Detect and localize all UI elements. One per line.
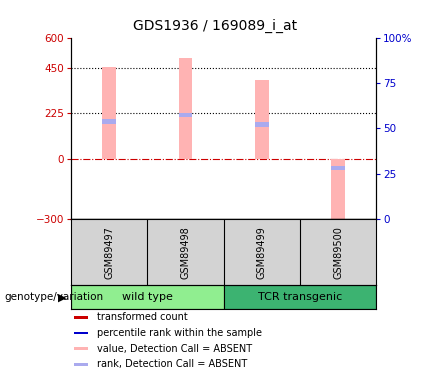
Text: rank, Detection Call = ABSENT: rank, Detection Call = ABSENT bbox=[97, 360, 247, 369]
Bar bbox=[331, 166, 345, 170]
Text: transformed count: transformed count bbox=[97, 312, 187, 322]
Bar bbox=[74, 347, 88, 350]
Bar bbox=[102, 67, 116, 159]
Text: wild type: wild type bbox=[122, 292, 173, 302]
Bar bbox=[255, 122, 269, 127]
Bar bbox=[178, 112, 192, 117]
Bar bbox=[255, 80, 269, 159]
Text: TCR transgenic: TCR transgenic bbox=[258, 292, 342, 302]
Bar bbox=[74, 316, 88, 319]
Text: value, Detection Call = ABSENT: value, Detection Call = ABSENT bbox=[97, 344, 252, 354]
Text: ▶: ▶ bbox=[58, 292, 67, 302]
Bar bbox=[331, 159, 345, 221]
Text: GDS1936 / 169089_i_at: GDS1936 / 169089_i_at bbox=[133, 19, 297, 33]
Bar bbox=[178, 58, 192, 159]
Text: GSM89499: GSM89499 bbox=[257, 226, 267, 279]
Text: GSM89497: GSM89497 bbox=[104, 226, 114, 279]
Text: GSM89500: GSM89500 bbox=[333, 226, 343, 279]
Bar bbox=[102, 119, 116, 123]
Bar bbox=[71, 285, 224, 309]
Bar bbox=[224, 285, 376, 309]
Bar bbox=[74, 332, 88, 334]
Text: percentile rank within the sample: percentile rank within the sample bbox=[97, 328, 262, 338]
Text: genotype/variation: genotype/variation bbox=[4, 292, 104, 302]
Text: GSM89498: GSM89498 bbox=[181, 226, 190, 279]
Bar bbox=[74, 363, 88, 366]
